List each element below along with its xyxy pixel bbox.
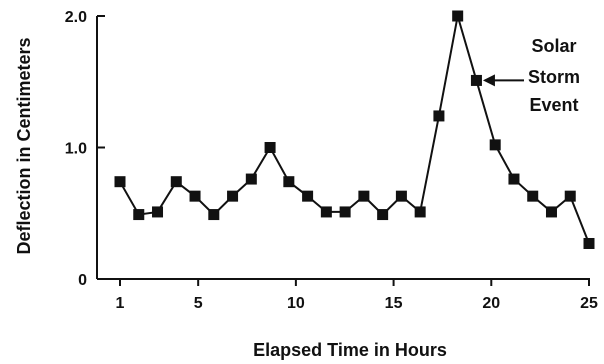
- x-tick-label: 5: [194, 295, 203, 312]
- ticks: 01.02.01 5 10 15 20 25: [65, 9, 598, 312]
- y-tick-label: 1.0: [65, 141, 87, 158]
- data-point: [245, 173, 257, 185]
- data-point: [302, 190, 314, 202]
- data-point: [377, 209, 389, 221]
- data-point: [170, 176, 182, 188]
- data-point: [133, 209, 145, 221]
- y-tick-label: 0: [78, 272, 87, 289]
- x-tick-label: 10: [287, 295, 305, 312]
- data-point: [489, 139, 501, 151]
- markers: [114, 10, 595, 249]
- annotation-text: Storm: [528, 67, 580, 87]
- x-tick-label: 15: [385, 295, 403, 312]
- data-point: [452, 10, 464, 22]
- y-axis-title: Deflection in Centimeters: [14, 37, 34, 254]
- annotation-text: Event: [529, 95, 578, 115]
- data-point: [508, 173, 520, 185]
- data-point: [320, 206, 332, 218]
- series-line: [119, 15, 590, 244]
- axes: [96, 16, 590, 280]
- data-point: [339, 206, 351, 218]
- data-point: [583, 237, 595, 249]
- data-point: [264, 142, 276, 153]
- data-point: [395, 190, 407, 202]
- x-tick-label: 20: [482, 295, 500, 312]
- x-tick-label: 25: [580, 295, 598, 312]
- data-point: [470, 74, 482, 86]
- y-tick-label: 2.0: [65, 9, 87, 26]
- annotation-arrowhead: [482, 74, 495, 87]
- data-point: [114, 176, 126, 188]
- data-point: [545, 206, 557, 218]
- data-point: [208, 209, 220, 221]
- data-point: [527, 190, 539, 202]
- data-point: [358, 190, 370, 202]
- data-point: [564, 190, 576, 202]
- data-line: [119, 15, 590, 244]
- annotation-text: Solar: [531, 36, 576, 56]
- data-point: [152, 206, 164, 218]
- data-point: [189, 190, 201, 202]
- data-point: [227, 190, 239, 202]
- annotation: Solar Storm Event: [482, 36, 580, 115]
- data-point: [283, 176, 295, 188]
- data-point: [414, 206, 426, 218]
- x-axis-title: Elapsed Time in Hours: [253, 340, 447, 360]
- x-tick-label: 1: [116, 295, 125, 312]
- data-point: [433, 110, 445, 122]
